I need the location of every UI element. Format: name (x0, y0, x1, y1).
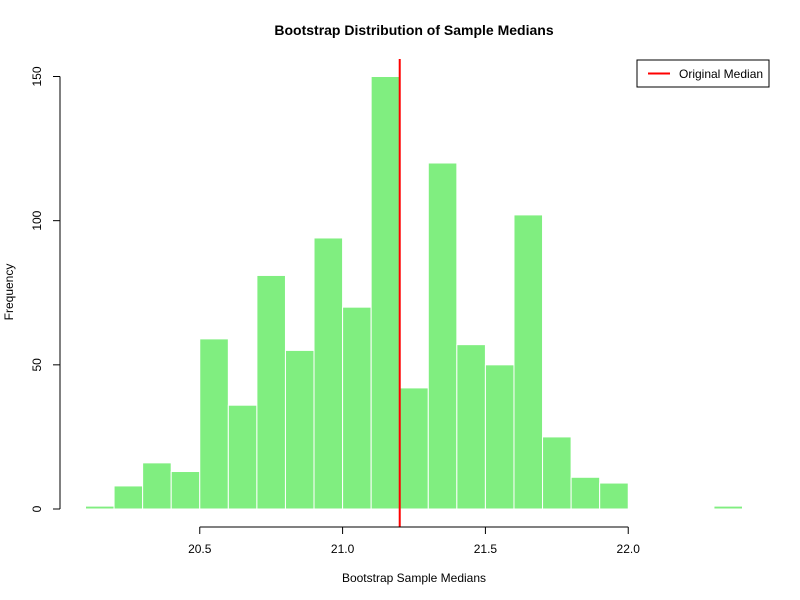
histogram-bar-11 (399, 387, 429, 510)
histogram-bar-2 (142, 462, 172, 510)
histogram-bar-9 (342, 306, 372, 510)
histogram-bar-13 (456, 344, 486, 510)
histogram-bar-8 (313, 237, 344, 510)
histogram-bar-17 (570, 476, 601, 510)
x-axis: 20.5 21.0 21.5 22.0 (188, 526, 641, 556)
histogram-bars (85, 76, 743, 510)
histogram-bar-6 (256, 274, 286, 510)
x-axis-label: Bootstrap Sample Medians (342, 571, 486, 585)
histogram-bar-7 (284, 349, 315, 510)
histogram-bar-16 (542, 436, 572, 510)
chart-title: Bootstrap Distribution of Sample Medians (274, 22, 553, 38)
legend-label: Original Median (679, 67, 763, 81)
histogram-bar-18 (599, 482, 629, 510)
histogram-bar-15 (513, 214, 544, 510)
x-tick-label: 20.5 (188, 542, 212, 556)
y-tick-label: 0 (30, 505, 44, 512)
x-tick-label: 21.5 (474, 542, 498, 556)
histogram-bar-1 (113, 485, 144, 510)
histogram-bar-10 (370, 76, 401, 510)
y-tick-label: 100 (30, 210, 44, 230)
y-tick-label: 50 (30, 358, 44, 372)
y-axis-label: Frequency (2, 264, 16, 321)
histogram-bar-3 (170, 471, 201, 510)
y-axis: 0 50 100 150 (30, 66, 61, 512)
legend: Original Median (636, 59, 770, 88)
histogram-bar-12 (427, 162, 458, 510)
histogram-bar-4 (199, 338, 229, 510)
x-tick-label: 21.0 (331, 542, 355, 556)
y-tick-label: 150 (30, 66, 44, 86)
histogram-bar-5 (227, 404, 258, 510)
histogram-bar-0 (85, 505, 115, 510)
x-tick-label: 22.0 (617, 542, 641, 556)
histogram-bar-14 (484, 364, 515, 510)
histogram-bar-22 (713, 505, 743, 510)
